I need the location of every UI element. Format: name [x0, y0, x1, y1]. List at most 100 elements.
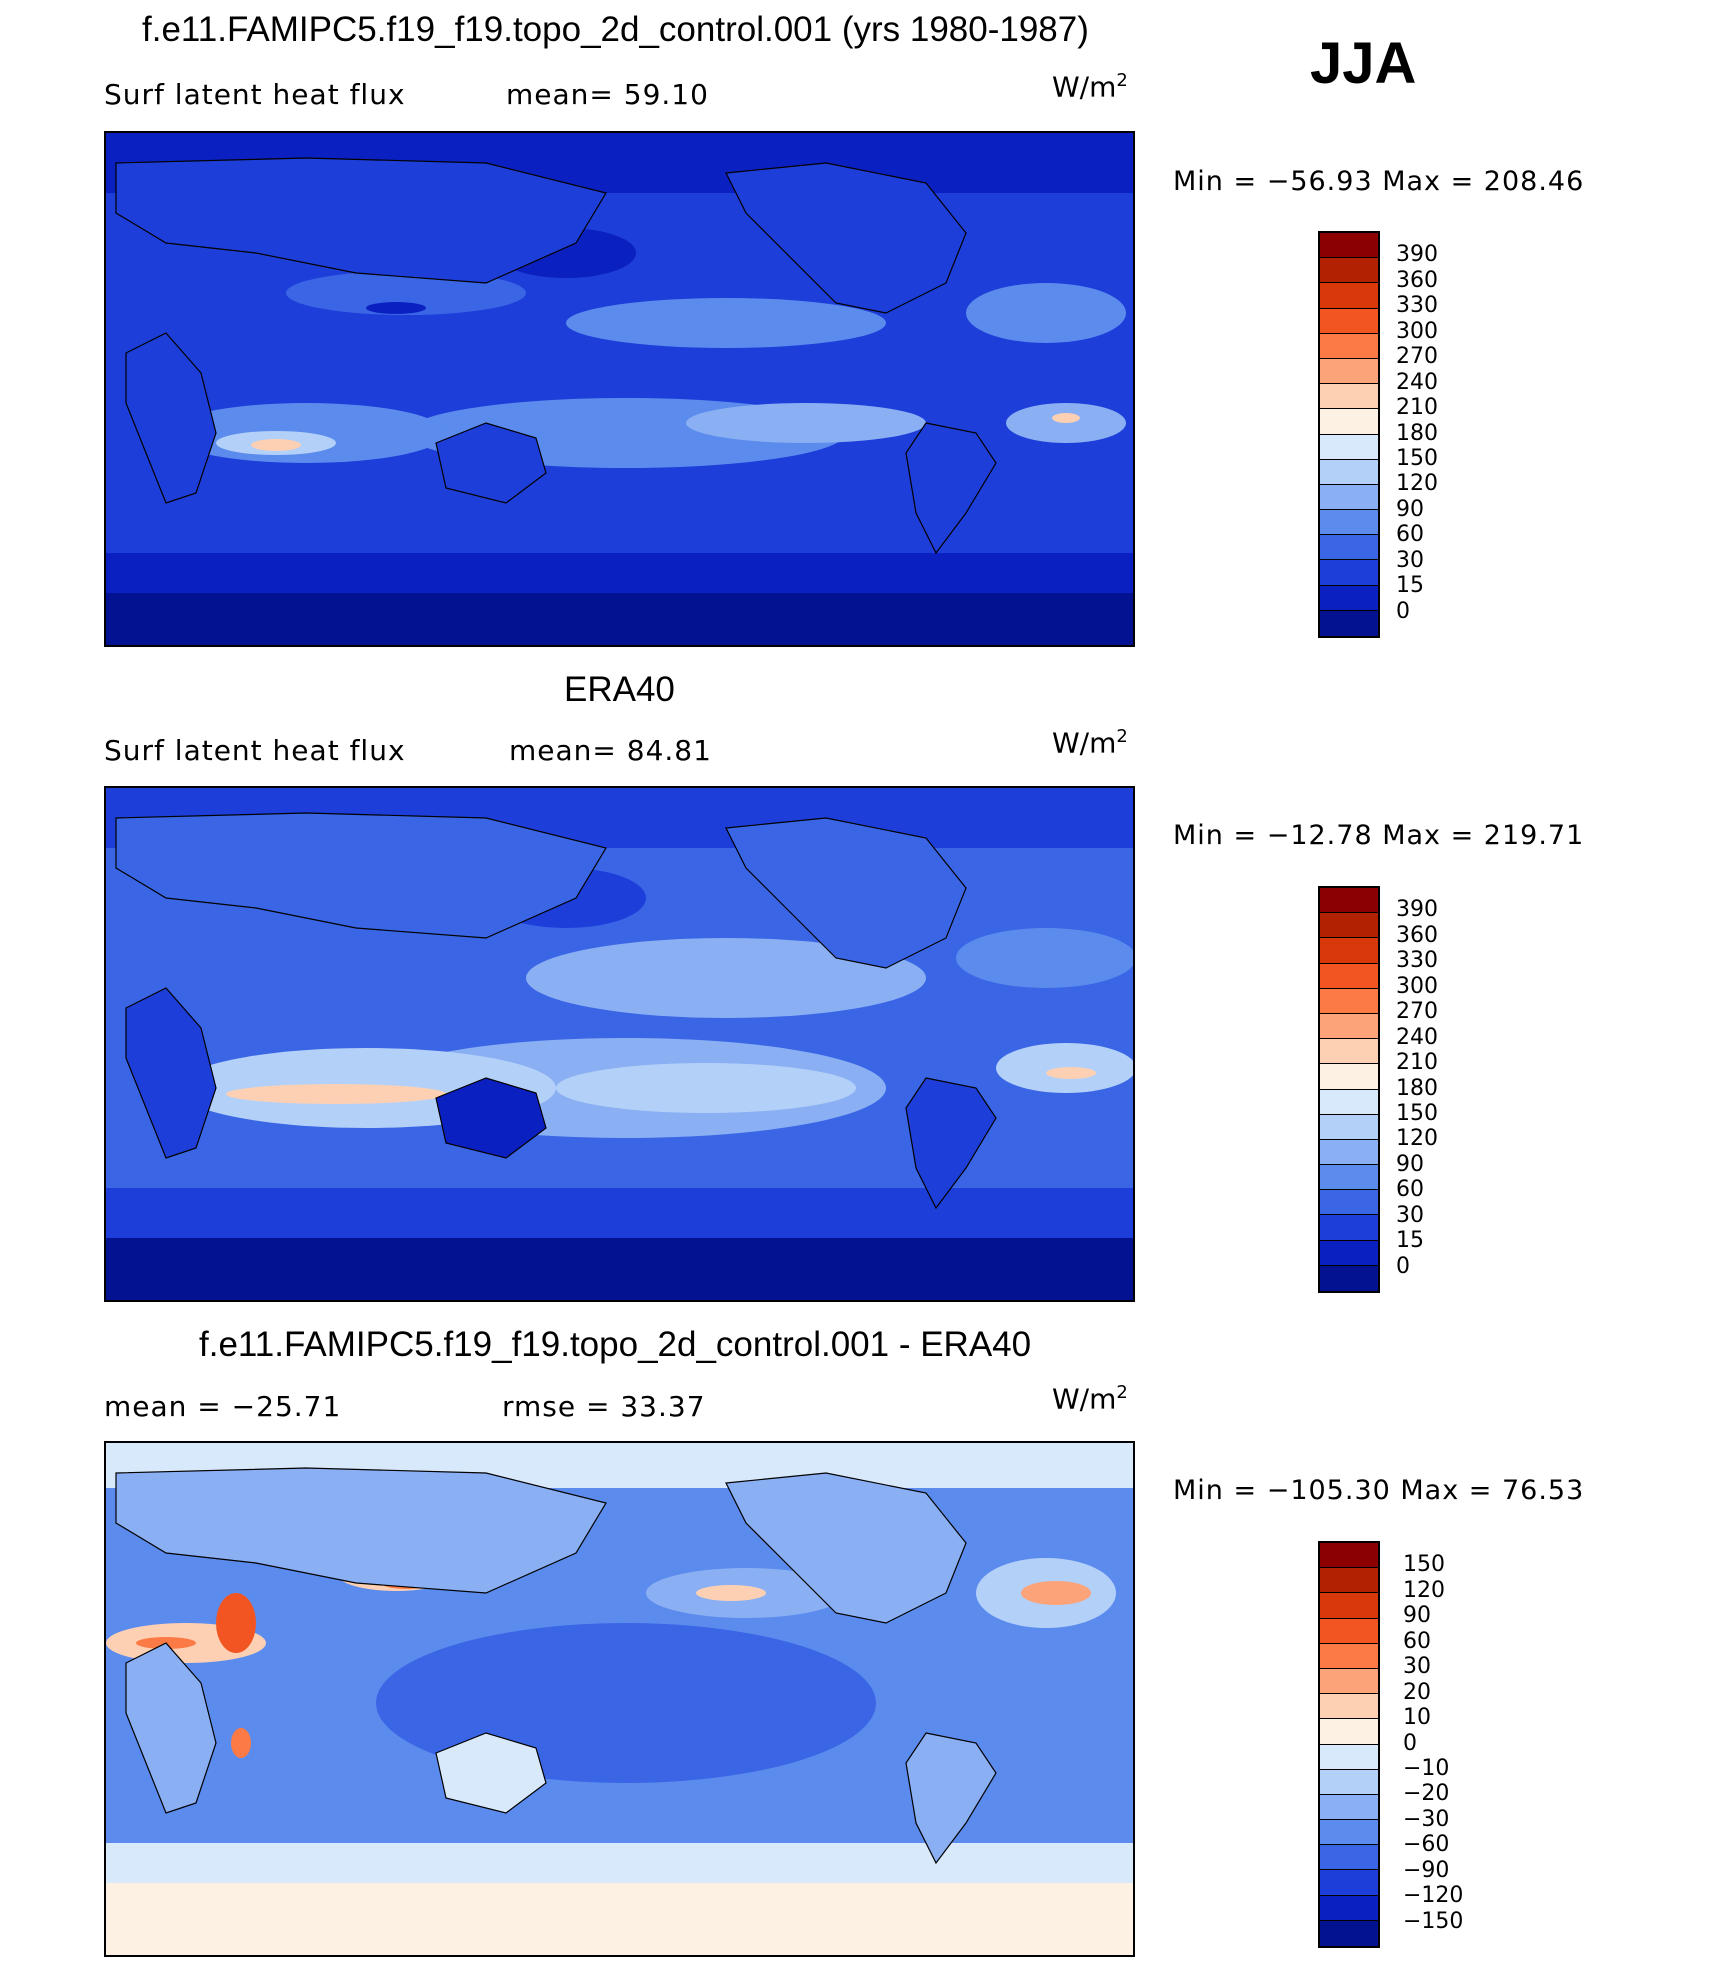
- colorbar-tick-label: 60: [1403, 1628, 1431, 1654]
- colorbar-tick-label: 180: [1396, 1075, 1438, 1101]
- colorbar-cell: [1320, 358, 1378, 385]
- colorbar-cell: [1320, 510, 1378, 536]
- colorbar-tick-label: 180: [1396, 420, 1438, 446]
- colorbar-cell: [1320, 1668, 1378, 1695]
- colorbar-cell: [1320, 1139, 1378, 1166]
- colorbar-tick-label: 120: [1396, 1126, 1438, 1152]
- colorbar-diff: [1318, 1541, 1380, 1948]
- colorbar-cell: [1320, 585, 1378, 611]
- colorbar-cell: [1320, 560, 1378, 586]
- colorbar-cell: [1320, 1568, 1378, 1594]
- colorbar-cell: [1320, 1719, 1378, 1745]
- colorbar-cell: [1320, 283, 1378, 309]
- colorbar-tick-label: 120: [1403, 1577, 1445, 1603]
- colorbar-cell: [1320, 1769, 1378, 1795]
- minmax-label-obs: Min = −12.78 Max = 219.71: [1173, 820, 1585, 851]
- colorbar-tick-label: 0: [1396, 598, 1410, 624]
- panel-title-diff: f.e11.FAMIPC5.f19_f19.topo_2d_control.00…: [199, 1325, 1032, 1364]
- colorbar-cell: [1320, 610, 1378, 636]
- colorbar-tick-label: 15: [1396, 573, 1424, 599]
- colorbar-tick-label: 120: [1396, 471, 1438, 497]
- colorbar-tick-label: −10: [1403, 1755, 1450, 1781]
- season-label: JJA: [1310, 31, 1417, 96]
- colorbar-tick-label: 90: [1403, 1603, 1431, 1629]
- colorbar-tick-label: 240: [1396, 1024, 1438, 1050]
- colorbar-cell: [1320, 1870, 1378, 1896]
- map-obs: [104, 786, 1135, 1302]
- colorbar-tick-label: 240: [1396, 369, 1438, 395]
- colorbar-tick-label: −30: [1403, 1806, 1450, 1832]
- map-diff: [104, 1441, 1135, 1957]
- colorbar-tick-label: 270: [1396, 999, 1438, 1025]
- colorbar-cell: [1320, 1845, 1378, 1871]
- colorbar-cell: [1320, 1694, 1378, 1720]
- colorbar-tick-label: 390: [1396, 242, 1438, 268]
- colorbar-tick-label: 360: [1396, 922, 1438, 948]
- colorbar-cell: [1320, 888, 1378, 914]
- colorbar-cell: [1320, 963, 1378, 989]
- colorbar-tick-label: 270: [1396, 344, 1438, 370]
- colorbar-tick-label: 390: [1396, 897, 1438, 923]
- unit-label-diff: W/m2: [1052, 1382, 1128, 1416]
- colorbar-cell: [1320, 1744, 1378, 1770]
- colorbar-tick-label: 210: [1396, 395, 1438, 421]
- colorbar-cell: [1320, 1190, 1378, 1216]
- colorbar-model: [1318, 231, 1380, 638]
- colorbar-tick-label: 10: [1403, 1705, 1431, 1731]
- colorbar-labels-model: 390 360 330 300 270 240 210 180 150 120 90 60 30 15 0: [1396, 231, 1476, 638]
- colorbar-cell: [1320, 988, 1378, 1014]
- map-diff-field: [106, 1443, 1133, 1955]
- colorbar-cell: [1320, 333, 1378, 359]
- colorbar-tick-label: 300: [1396, 318, 1438, 344]
- colorbar-cell: [1320, 1265, 1378, 1291]
- colorbar-obs: [1318, 886, 1380, 1293]
- map-model-field: [106, 133, 1133, 645]
- colorbar-cell: [1320, 1165, 1378, 1191]
- colorbar-cell: [1320, 409, 1378, 435]
- colorbar-cell: [1320, 535, 1378, 561]
- colorbar-cell: [1320, 1643, 1378, 1669]
- colorbar-tick-label: 90: [1396, 496, 1424, 522]
- colorbar-labels-diff: 150 120 90 60 30 20 10 0 −10 −20 −30 −60 −90 −120 −150: [1403, 1541, 1493, 1948]
- colorbar-cell: [1320, 1920, 1378, 1946]
- colorbar-tick-label: 300: [1396, 973, 1438, 999]
- unit-label-obs: W/m2: [1052, 726, 1128, 760]
- map-obs-field: [106, 788, 1133, 1300]
- colorbar-tick-label: 30: [1396, 547, 1424, 573]
- colorbar-cell: [1320, 1089, 1378, 1115]
- colorbar-labels-obs: 390 360 330 300 270 240 210 180 150 120 90 60 30 15 0: [1396, 886, 1476, 1293]
- mean-label-diff: mean = −25.71: [104, 1390, 342, 1423]
- colorbar-cell: [1320, 1593, 1378, 1619]
- minmax-label-model: Min = −56.93 Max = 208.46: [1173, 166, 1585, 197]
- colorbar-cell: [1320, 308, 1378, 334]
- unit-label-model: W/m2: [1052, 70, 1128, 104]
- colorbar-tick-label: 0: [1396, 1253, 1410, 1279]
- colorbar-tick-label: −120: [1403, 1883, 1464, 1909]
- colorbar-tick-label: 30: [1403, 1654, 1431, 1680]
- colorbar-cell: [1320, 484, 1378, 511]
- minmax-label-diff: Min = −105.30 Max = 76.53: [1173, 1475, 1585, 1506]
- mean-label-model: mean= 59.10: [506, 78, 709, 111]
- colorbar-tick-label: 90: [1396, 1151, 1424, 1177]
- mean-label-obs: mean= 84.81: [509, 734, 712, 767]
- colorbar-cell: [1320, 1618, 1378, 1644]
- rmse-label-diff: rmse = 33.37: [502, 1390, 706, 1423]
- colorbar-tick-label: 150: [1396, 445, 1438, 471]
- colorbar-cell: [1320, 1820, 1378, 1846]
- colorbar-cell: [1320, 1895, 1378, 1921]
- colorbar-cell: [1320, 1794, 1378, 1821]
- colorbar-cell: [1320, 913, 1378, 939]
- colorbar-tick-label: 360: [1396, 267, 1438, 293]
- colorbar-cell: [1320, 1013, 1378, 1040]
- colorbar-tick-label: 30: [1396, 1202, 1424, 1228]
- colorbar-tick-label: 0: [1403, 1730, 1417, 1756]
- colorbar-tick-label: 150: [1403, 1552, 1445, 1578]
- colorbar-cell: [1320, 938, 1378, 964]
- colorbar-cell: [1320, 1240, 1378, 1266]
- colorbar-tick-label: 210: [1396, 1050, 1438, 1076]
- colorbar-tick-label: 330: [1396, 948, 1438, 974]
- colorbar-cell: [1320, 1215, 1378, 1241]
- colorbar-cell: [1320, 1039, 1378, 1065]
- panel-title-model: f.e11.FAMIPC5.f19_f19.topo_2d_control.00…: [142, 10, 1089, 49]
- colorbar-cell: [1320, 434, 1378, 460]
